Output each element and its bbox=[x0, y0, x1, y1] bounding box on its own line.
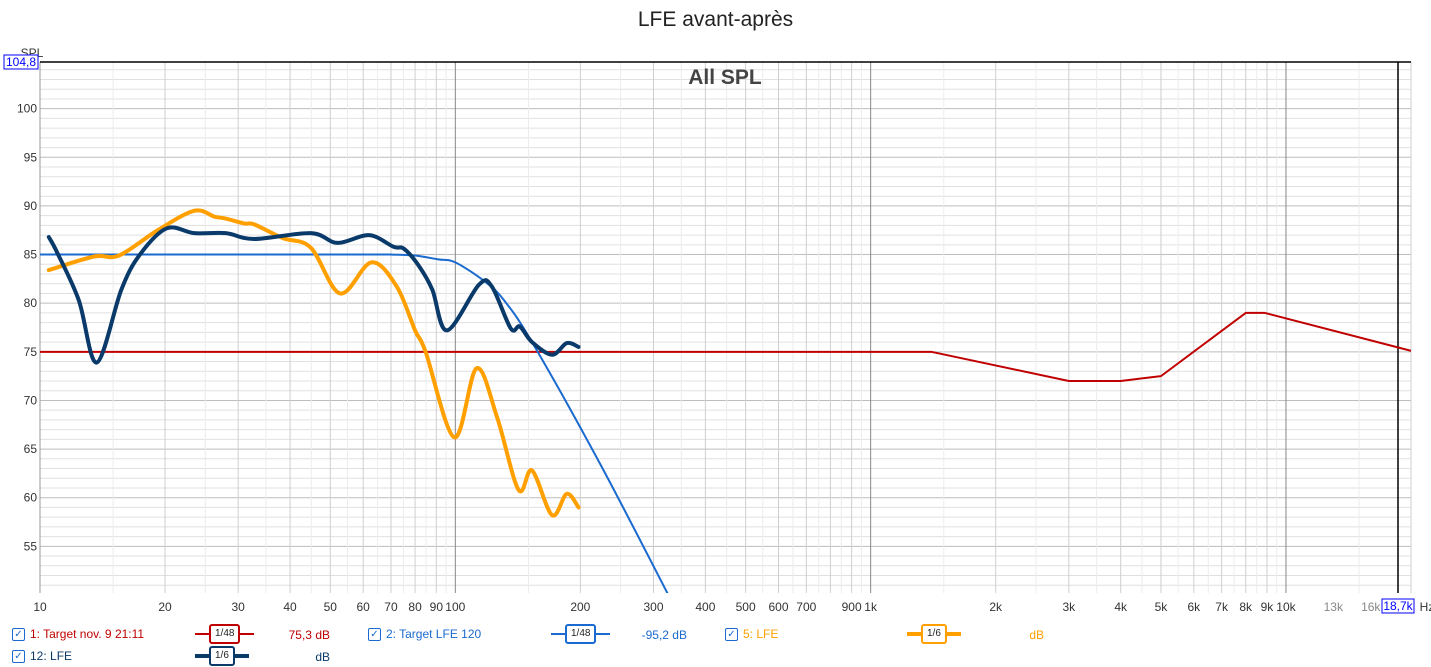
smoothing-button[interactable]: 1/6 bbox=[907, 624, 961, 644]
legend-item-lfe-12[interactable]: ✓ 12: LFE bbox=[12, 649, 72, 663]
legend-value: -95,2 dB bbox=[641, 628, 687, 642]
legend-value: 75,3 dB bbox=[288, 628, 330, 642]
legend-value: dB bbox=[315, 650, 330, 664]
x-tick-label: 200 bbox=[570, 600, 590, 614]
smoothing-button[interactable]: 1/48 bbox=[551, 624, 611, 644]
checkbox-icon[interactable]: ✓ bbox=[368, 627, 381, 641]
checkbox-icon[interactable]: ✓ bbox=[725, 627, 738, 641]
x-tick-label: 50 bbox=[324, 600, 338, 614]
x-tick-label: 100 bbox=[445, 600, 465, 614]
x-tick-label: 90 bbox=[430, 600, 444, 614]
x-tick-label: 500 bbox=[736, 600, 756, 614]
series-line-3 bbox=[46, 208, 581, 518]
y-tick-label: 65 bbox=[24, 442, 38, 456]
y-tick-label: 70 bbox=[24, 393, 38, 407]
y-tick-label: 85 bbox=[24, 248, 38, 262]
x-tick-label: 600 bbox=[768, 600, 788, 614]
y-cursor-box bbox=[3, 54, 39, 70]
y-tick-label: 95 bbox=[24, 150, 38, 164]
y-tick-label: 100 bbox=[17, 102, 37, 116]
series-line-1 bbox=[40, 311, 1411, 382]
x-tick-label: 4k bbox=[1114, 600, 1128, 614]
x-cursor-value: 18,7k bbox=[1383, 599, 1413, 613]
x-tick-label: 9k bbox=[1261, 600, 1275, 614]
series-line-4 bbox=[46, 225, 581, 365]
y-tick-label: 80 bbox=[24, 296, 38, 310]
checkbox-icon[interactable]: ✓ bbox=[12, 649, 25, 663]
x-tick-label: 70 bbox=[384, 600, 398, 614]
legend-label: 1: Target nov. 9 21:11 bbox=[30, 627, 145, 641]
checkbox-icon[interactable]: ✓ bbox=[12, 627, 25, 641]
x-tick-label: 5k bbox=[1155, 600, 1169, 614]
x-tick-label: 8k bbox=[1239, 600, 1253, 614]
x-cursor-box bbox=[1381, 598, 1415, 614]
y-tick-label: 90 bbox=[24, 199, 38, 213]
x-tick-label: 13k bbox=[1324, 600, 1344, 614]
smoothing-button[interactable]: 1/48 bbox=[195, 624, 255, 644]
x-tick-label: 30 bbox=[231, 600, 245, 614]
x-tick-label: 16k bbox=[1361, 600, 1381, 614]
x-tick-label: 300 bbox=[643, 600, 663, 614]
chart-subtitle: All SPL bbox=[688, 66, 762, 89]
plot-area bbox=[40, 62, 1411, 593]
y-tick-label: 60 bbox=[24, 491, 38, 505]
legend-label: 2: Target LFE 120 bbox=[386, 627, 482, 641]
smoothing-button[interactable]: 1/6 bbox=[195, 646, 249, 666]
legend-label: 5: LFE bbox=[743, 627, 779, 641]
x-axis-label: Hz bbox=[1420, 600, 1431, 614]
x-tick-label: 3k bbox=[1062, 600, 1076, 614]
legend-label: 12: LFE bbox=[30, 649, 73, 663]
x-tick-label: 60 bbox=[357, 600, 371, 614]
x-tick-label: 80 bbox=[408, 600, 422, 614]
y-tick-label: 75 bbox=[24, 345, 38, 359]
x-tick-label: 10k bbox=[1276, 600, 1296, 614]
x-tick-label: 1k bbox=[864, 600, 878, 614]
legend-item-target[interactable]: ✓ 1: Target nov. 9 21:11 bbox=[12, 627, 144, 641]
x-tick-label: 900 bbox=[842, 600, 862, 614]
x-tick-label: 7k bbox=[1215, 600, 1229, 614]
series-line-2 bbox=[40, 253, 669, 593]
legend-item-target-lfe[interactable]: ✓ 2: Target LFE 120 bbox=[368, 627, 481, 641]
legend-value: dB bbox=[1029, 628, 1044, 642]
x-tick-label: 40 bbox=[283, 600, 297, 614]
legend-item-lfe-5[interactable]: ✓ 5: LFE bbox=[725, 627, 778, 641]
y-tick-label: 55 bbox=[24, 539, 38, 553]
chart-title: LFE avant-après bbox=[637, 8, 794, 31]
x-tick-label: 6k bbox=[1187, 600, 1201, 614]
x-tick-label: 700 bbox=[796, 600, 816, 614]
x-tick-label: 20 bbox=[158, 600, 172, 614]
x-tick-label: 10 bbox=[33, 600, 47, 614]
x-tick-label: 2k bbox=[989, 600, 1003, 614]
y-cursor-value: 104,8 bbox=[6, 55, 36, 69]
x-tick-label: 400 bbox=[695, 600, 715, 614]
